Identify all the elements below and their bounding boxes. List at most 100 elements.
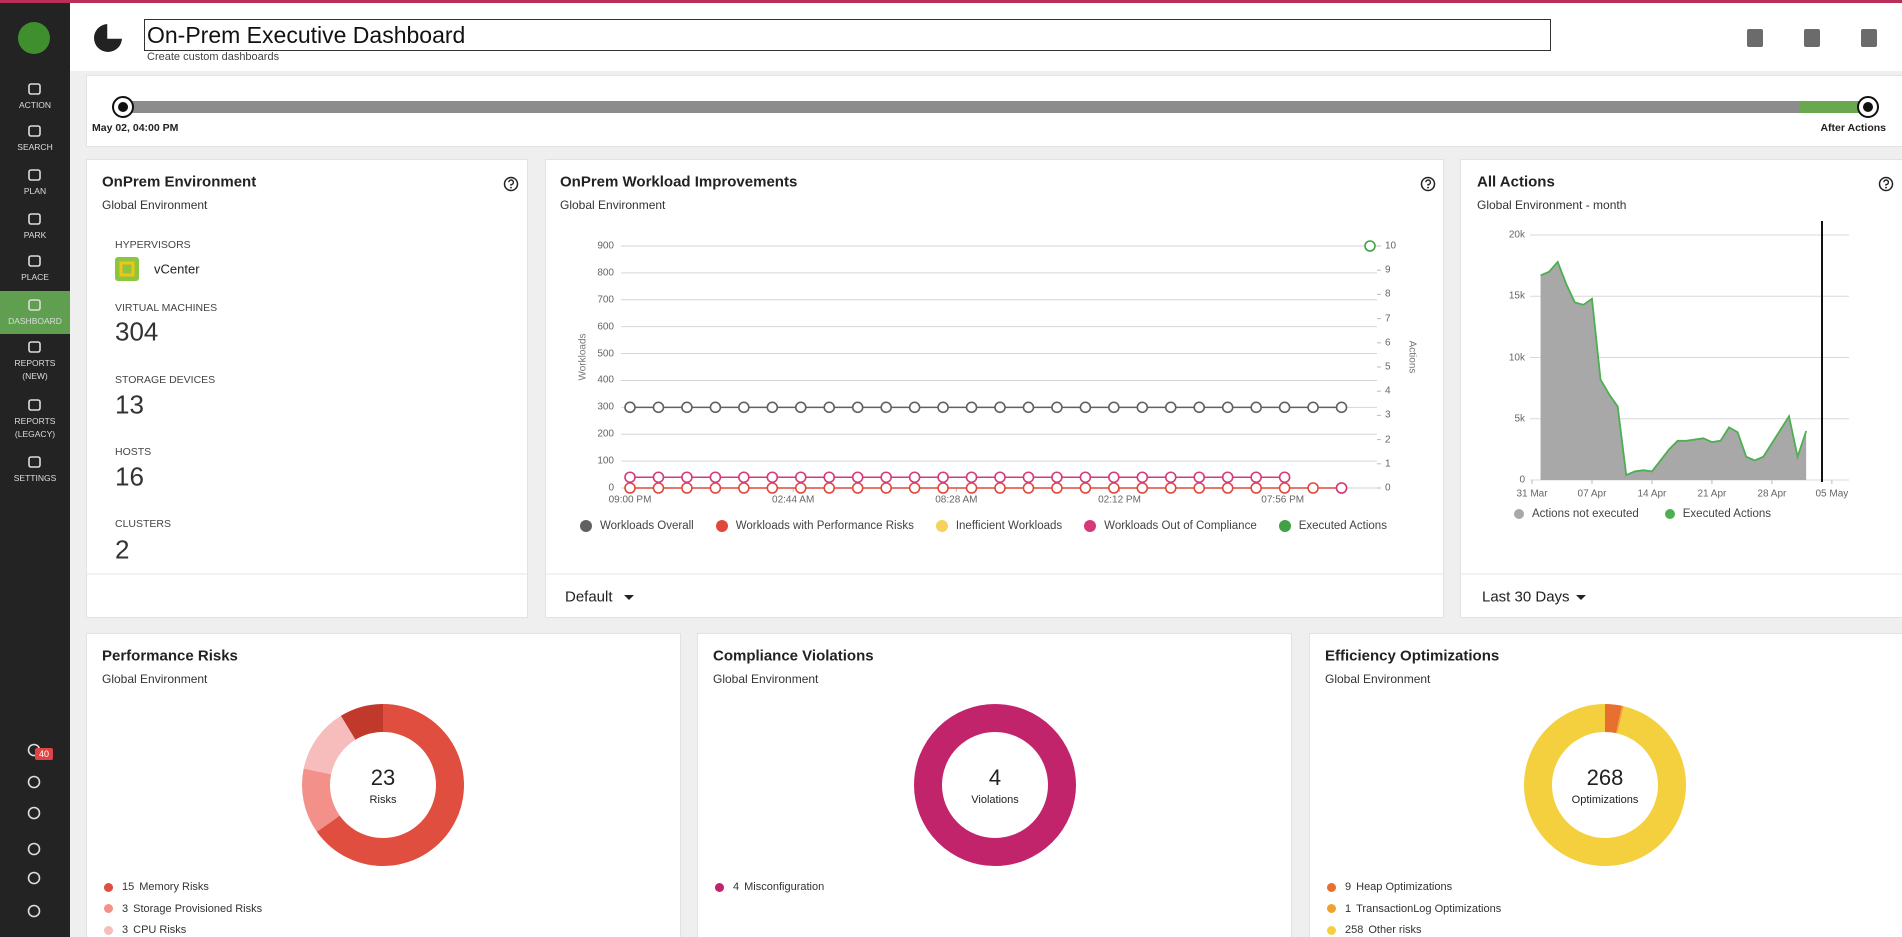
- data-point: [1051, 401, 1063, 414]
- data-point: [709, 401, 722, 414]
- nav-label[interactable]: ACTION: [18, 100, 52, 110]
- nav-icon: [28, 213, 41, 225]
- y-tick-label: 400: [597, 374, 614, 386]
- donut-segment: [1524, 704, 1687, 867]
- timeline-knob-center: [1863, 102, 1873, 112]
- panel-subtitle: Global Environment: [1325, 672, 1431, 686]
- data-point: [1164, 401, 1177, 414]
- scope-dropdown[interactable]: Default: [565, 588, 613, 606]
- y2-tick-label: 2: [1385, 434, 1391, 446]
- data-point: [880, 482, 892, 494]
- active-highlight: [0, 291, 70, 334]
- donut-total-label: Risks: [369, 794, 397, 806]
- widget-panel: [1309, 633, 1902, 937]
- donut-total: 23: [370, 765, 396, 790]
- help-icon-glyph: [508, 179, 515, 186]
- donut-legend-item[interactable]: 3 CPU Risks: [104, 924, 186, 936]
- x-tick-label: 02:44 AM: [772, 494, 815, 506]
- data-point: [681, 482, 693, 494]
- y-tick-label: 0: [608, 482, 614, 494]
- sidebar: onACTIONSEARCHPLANPARKPLACEDASHBOARDREPO…: [0, 3, 70, 937]
- legend-item[interactable]: Workloads Out of Compliance: [1084, 520, 1257, 532]
- donut-legend-item[interactable]: 15 Memory Risks: [104, 881, 209, 893]
- nav-label[interactable]: REPORTS (LEGACY): [14, 416, 56, 439]
- data-point: [794, 482, 807, 494]
- data-point: [965, 482, 978, 494]
- donut-legend-item[interactable]: 4 Misconfiguration: [715, 881, 824, 893]
- data-point: [624, 471, 636, 484]
- legend-item[interactable]: Workloads with Performance Risks: [715, 520, 914, 532]
- data-point: [681, 401, 693, 414]
- legend-label: Storage Provisioned Risks: [133, 902, 263, 915]
- timeline-start-label: May 02, 04:00 PM: [92, 122, 179, 134]
- data-point: [1079, 471, 1092, 484]
- nav-label[interactable]: SEARCH: [17, 142, 53, 152]
- data-point: [766, 401, 779, 414]
- panel-title: OnPrem Environment: [102, 173, 257, 191]
- data-point: [937, 471, 949, 484]
- legend-swatch: [1327, 925, 1336, 935]
- legend-item[interactable]: Workloads Overall: [580, 520, 694, 532]
- legend-item[interactable]: Inefficient Workloads: [935, 520, 1062, 532]
- data-point: [1022, 471, 1035, 484]
- header-bar: [70, 3, 1902, 71]
- chart-legend: Actions not executed Executed Actions: [1514, 508, 1771, 520]
- utility-icon: [27, 806, 41, 820]
- notification-badge: 40: [35, 748, 54, 760]
- y-tick-label: 200: [597, 428, 614, 440]
- data-point: [652, 401, 665, 414]
- stat-label: VIRTUAL MACHINES: [115, 302, 218, 314]
- data-point: [880, 471, 892, 484]
- dashboard-title-input[interactable]: On-Prem Executive Dashboard: [144, 19, 1551, 51]
- legend-label: Workloads Out of Compliance: [1104, 520, 1257, 532]
- y2-tick-label: 4: [1385, 385, 1391, 397]
- data-point: [1335, 401, 1348, 414]
- data-point: [624, 482, 636, 494]
- legend-item[interactable]: Actions not executed: [1514, 508, 1639, 520]
- legend-label: Executed Actions: [1682, 508, 1771, 520]
- nav-label[interactable]: SETTINGS: [13, 473, 57, 483]
- help-icon[interactable]: [1420, 176, 1436, 192]
- y-tick-label: 0: [1519, 474, 1525, 486]
- scope-dropdown[interactable]: Last 30 Days: [1482, 588, 1570, 606]
- panel-subtitle: Global Environment: [560, 198, 666, 212]
- help-icon-glyph: [1883, 179, 1890, 186]
- donut-legend-item[interactable]: 258 Other risks: [1327, 924, 1422, 936]
- data-point: [851, 482, 864, 494]
- data-point: [851, 471, 864, 484]
- legend-swatch: [104, 904, 113, 913]
- series-area: [1540, 261, 1807, 480]
- legend-item[interactable]: Executed Actions: [1278, 520, 1387, 532]
- timeline-slider: [112, 96, 1879, 118]
- help-icon[interactable]: [1878, 176, 1894, 192]
- help-icon[interactable]: [503, 176, 519, 192]
- donut-segment: [1605, 704, 1622, 734]
- nav-icon: [28, 341, 41, 353]
- help-icon-dot: [1427, 186, 1429, 189]
- nav-label[interactable]: PLACE: [21, 272, 49, 282]
- legend-label: Memory Risks: [139, 881, 209, 893]
- y2-axis-label: Actions: [1406, 340, 1418, 374]
- stat-value: 304: [115, 316, 159, 347]
- nav-icon: [28, 399, 41, 411]
- legend-swatch: [1327, 882, 1336, 892]
- nav-label[interactable]: DASHBOARD: [8, 316, 62, 326]
- data-point: [1193, 471, 1206, 484]
- x-tick-label: 09:00 PM: [608, 494, 652, 506]
- y-tick-label: 15k: [1508, 290, 1525, 302]
- donut-total: 4: [988, 765, 1002, 790]
- y-tick-label: 500: [597, 348, 614, 360]
- nav-label[interactable]: REPORTS (NEW): [14, 358, 56, 381]
- data-point: [994, 471, 1006, 484]
- data-point: [1079, 401, 1092, 414]
- nav-label[interactable]: PARK: [23, 230, 47, 240]
- panel-title: Efficiency Optimizations: [1325, 647, 1500, 665]
- nav-label[interactable]: PLAN: [23, 186, 47, 196]
- data-point: [1022, 401, 1035, 414]
- donut-legend-item[interactable]: 9 Heap Optimizations: [1327, 881, 1452, 893]
- legend-item[interactable]: Executed Actions: [1664, 508, 1771, 520]
- donut-legend-item[interactable]: 1 TransactionLog Optimizations: [1327, 903, 1501, 915]
- legend-swatch: [715, 520, 728, 532]
- donut-legend-item[interactable]: 3 Storage Provisioned Risks: [104, 903, 262, 915]
